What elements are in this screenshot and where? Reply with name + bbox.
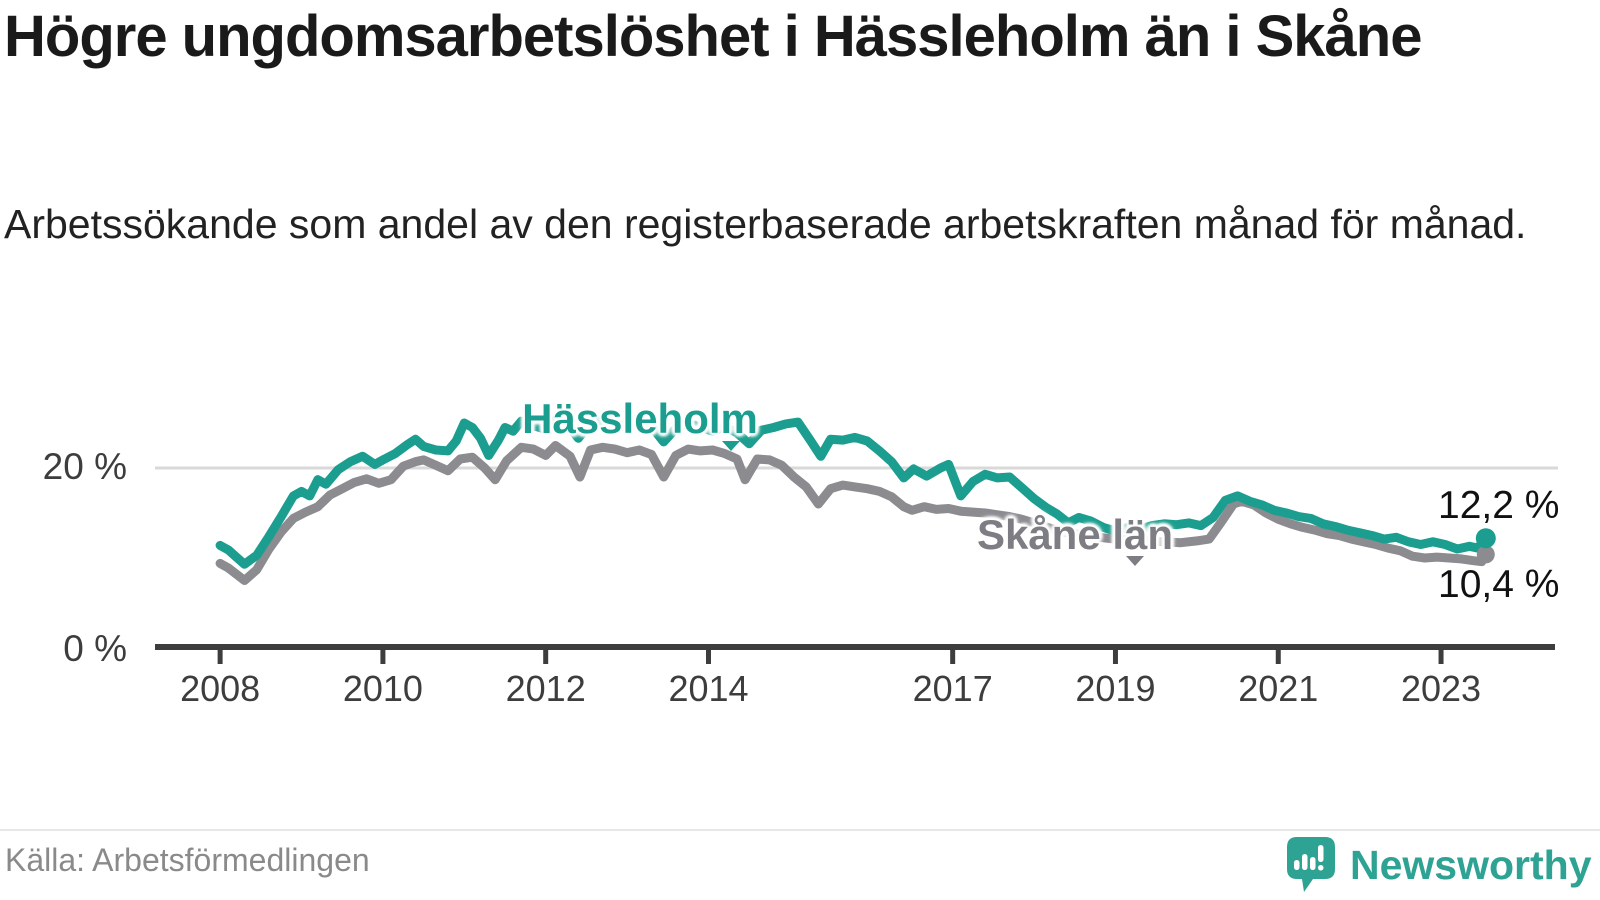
x-tick-label: 2019 xyxy=(1075,668,1156,709)
page-title: Högre ungdomsarbetslöshet i Hässleholm ä… xyxy=(4,4,1422,69)
skane-end-dot xyxy=(1476,545,1495,564)
x-tick-label: 2008 xyxy=(180,668,261,709)
page-subtitle: Arbetssökande som andel av den registerb… xyxy=(4,201,1527,247)
hassleholm-end-value: 12,2 % xyxy=(1438,484,1560,527)
x-tick-label: 2014 xyxy=(668,668,749,709)
hassleholm-caret-icon xyxy=(722,441,740,451)
hassleholm-end-dot xyxy=(1475,528,1496,549)
footer-divider xyxy=(0,829,1600,831)
x-tick-label: 2021 xyxy=(1238,668,1319,709)
newsworthy-wordmark: Newsworthy xyxy=(1350,841,1592,888)
skane-caret-icon xyxy=(1126,556,1144,566)
newsworthy-logo: Newsworthy xyxy=(1286,836,1592,894)
hassleholm-series-label: Hässleholm xyxy=(522,395,758,442)
skane-line xyxy=(215,441,1491,585)
y-axis-label-0: 0 % xyxy=(63,628,127,670)
x-tick-label: 2023 xyxy=(1400,668,1482,709)
x-tick-label: 2017 xyxy=(912,668,993,709)
y-axis-label-20: 20 % xyxy=(42,446,127,488)
skane-series-label: Skåne län xyxy=(976,511,1174,558)
skane-end-value: 10,4 % xyxy=(1438,563,1560,606)
newsworthy-bubble-icon xyxy=(1287,837,1335,892)
x-tick-label: 2012 xyxy=(505,668,586,709)
source-note: Källa: Arbetsförmedlingen xyxy=(5,842,370,878)
x-tick-label: 2010 xyxy=(342,668,423,709)
hassleholm-line xyxy=(215,414,1491,569)
x-axis-ticks xyxy=(217,647,1444,664)
